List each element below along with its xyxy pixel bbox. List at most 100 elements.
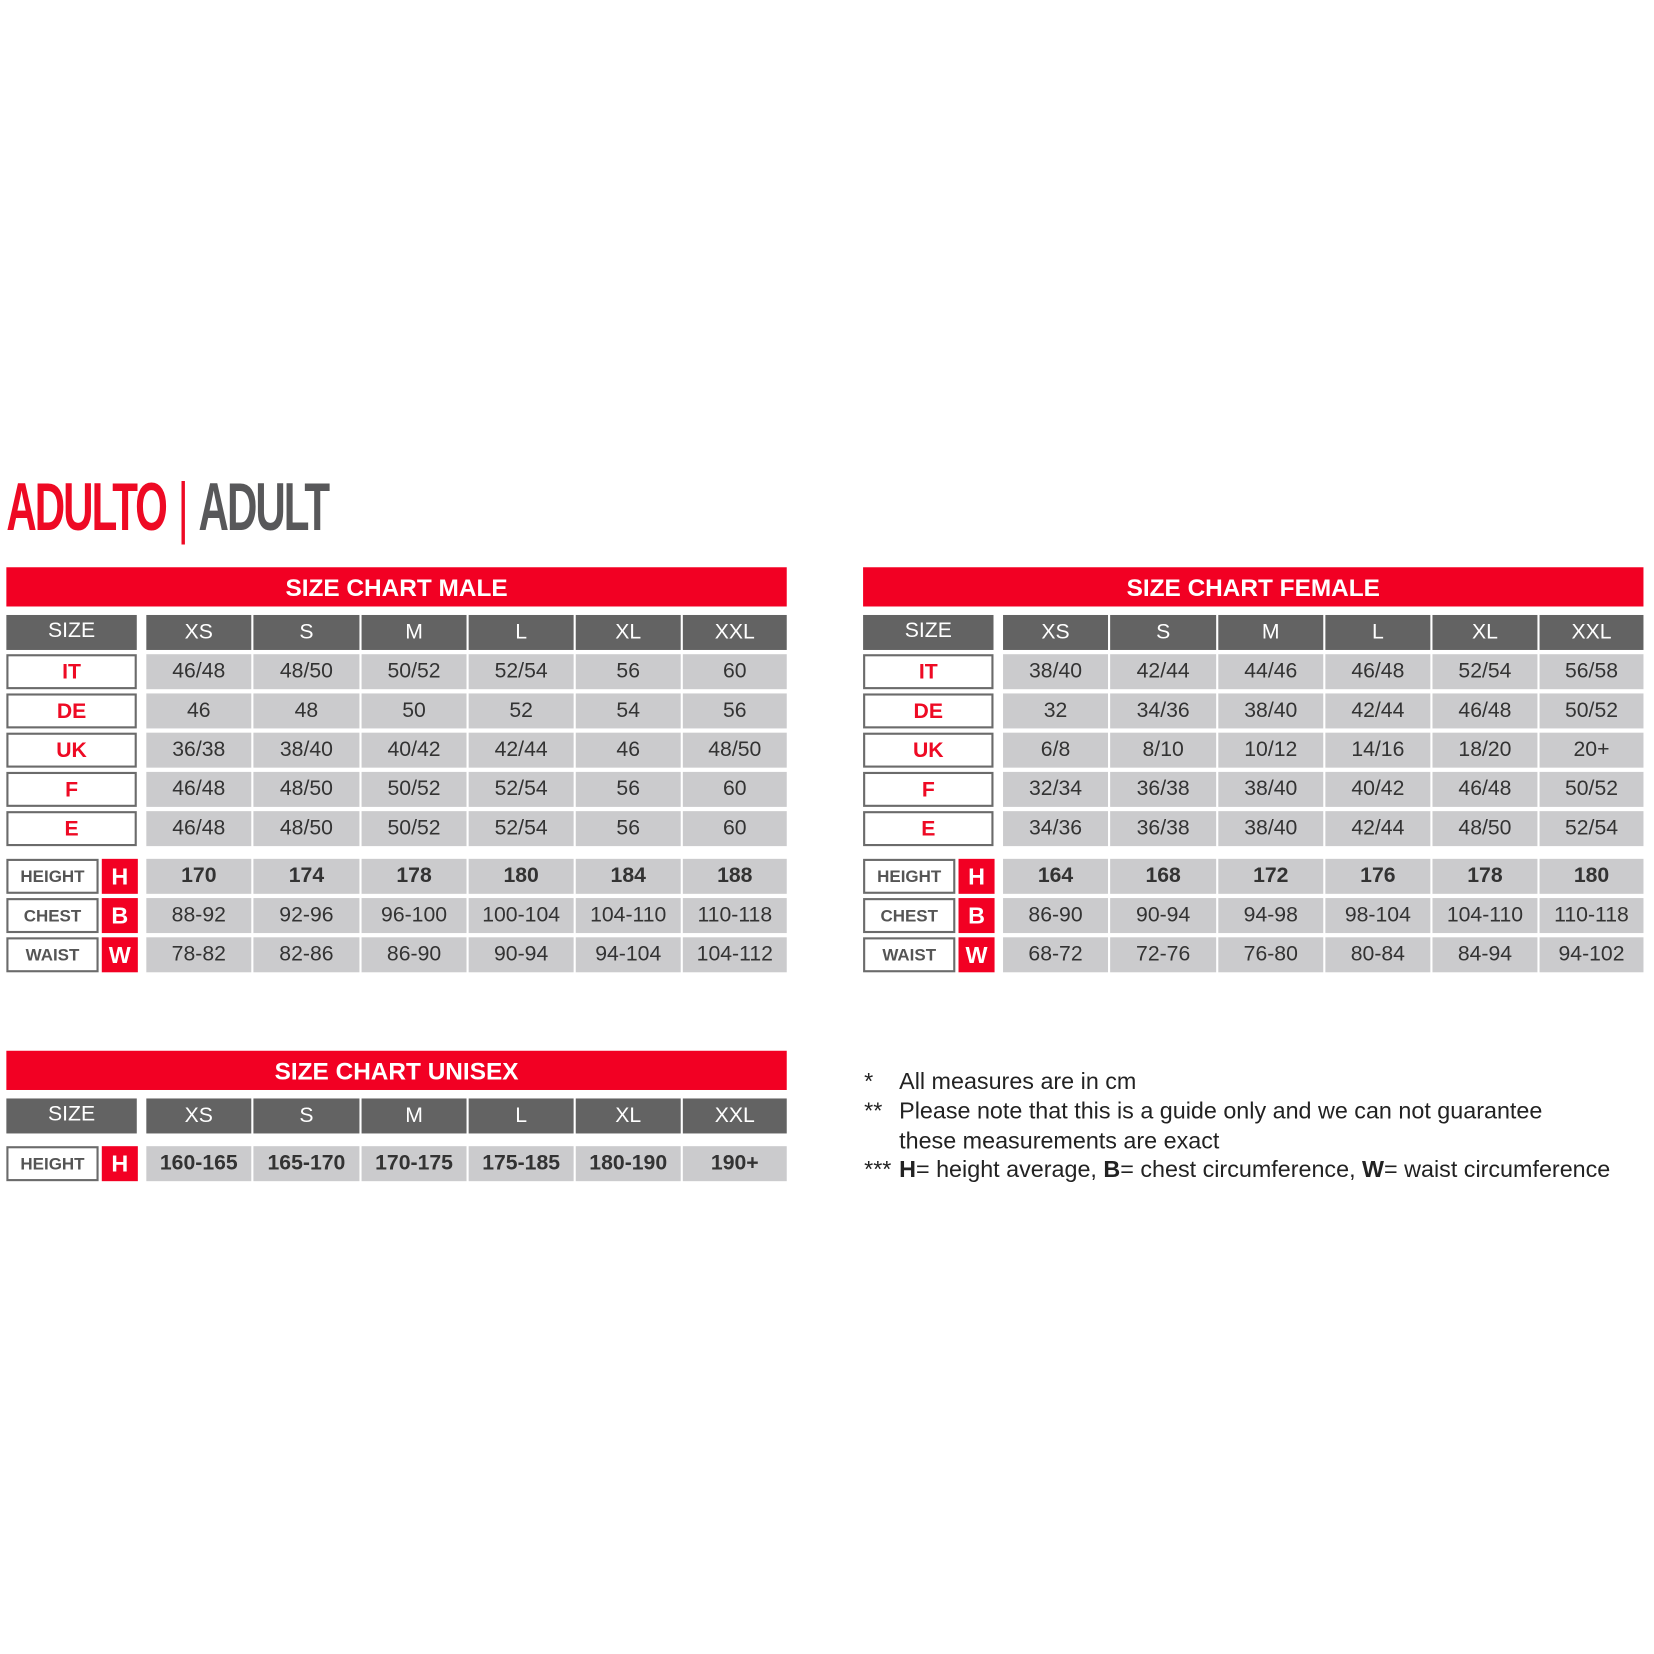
footnote-marker: ** (864, 1097, 883, 1124)
measure-value-cell: 168 (1110, 858, 1217, 894)
country-label: E (6, 811, 137, 847)
size-column-header: M (361, 614, 467, 650)
measure-value-cell: 175-185 (468, 1146, 574, 1182)
measure-code-badge: H (101, 1146, 138, 1182)
size-value-cell: 46/48 (146, 811, 252, 847)
measure-value-cell: 104-112 (682, 937, 787, 973)
size-value-cell: 38/40 (1003, 654, 1109, 690)
measure-value-cell: 86-90 (1003, 898, 1109, 934)
country-label: UK (6, 732, 137, 768)
measure-code-badge: B (958, 898, 995, 934)
measure-value-cell: 160-165 (146, 1146, 252, 1182)
measure-code-badge: B (101, 898, 138, 934)
size-value-cell: 36/38 (146, 732, 252, 768)
size-value-cell: 46/48 (146, 654, 252, 690)
size-value-cell: 38/40 (1218, 811, 1324, 847)
size-column-header: XS (146, 614, 252, 650)
measure-value-cell: 98-104 (1325, 898, 1431, 934)
footnote: these measurements are exact (864, 1126, 1610, 1156)
size-column-header: XS (146, 1098, 252, 1134)
size-value-cell: 34/36 (1003, 811, 1109, 847)
size-value-cell: 14/16 (1325, 732, 1431, 768)
conversion-row-it: IT 38/40 42/44 44/46 46/48 52/54 56/58 (863, 654, 1644, 690)
size-value-cell: 46 (575, 732, 681, 768)
size-value-cell: 8/10 (1110, 732, 1217, 768)
size-column-header: S (253, 1098, 360, 1134)
measure-row-waist: WAIST W 78-82 82-86 86-90 90-94 94-104 104-112 (6, 937, 787, 973)
size-value-cell: 48 (253, 693, 360, 729)
size-value-cell: 56 (575, 771, 681, 807)
measure-value-cell: 72-76 (1110, 937, 1217, 973)
measure-row-height: HEIGHT H 164 168 172 176 178 180 (863, 858, 1644, 894)
size-column-header: L (1325, 614, 1431, 650)
measure-value-cell: 84-94 (1432, 937, 1538, 973)
size-value-cell: 48/50 (253, 771, 360, 807)
size-value-cell: 40/42 (361, 732, 467, 768)
country-label: DE (863, 693, 994, 729)
size-value-cell: 46/48 (146, 771, 252, 807)
measure-value-cell: 100-104 (468, 898, 574, 934)
size-value-cell: 54 (575, 693, 681, 729)
size-column-header: S (253, 614, 360, 650)
size-value-cell: 38/40 (1218, 771, 1324, 807)
size-label: SIZE (6, 1098, 137, 1134)
country-label: F (6, 771, 137, 807)
conversion-row-f: F 32/34 36/38 38/40 40/42 46/48 50/52 (863, 771, 1644, 807)
size-value-cell: 60 (682, 811, 787, 847)
measure-value-cell: 94-104 (575, 937, 681, 973)
size-value-cell: 46/48 (1432, 693, 1538, 729)
conversion-row-f: F 46/48 48/50 50/52 52/54 56 60 (6, 771, 787, 807)
conversion-row-uk: UK 36/38 38/40 40/42 42/44 46 48/50 (6, 732, 787, 768)
measure-value-cell: 86-90 (361, 937, 467, 973)
size-value-cell: 42/44 (1325, 811, 1431, 847)
footnote-text: these measurements are exact (899, 1127, 1220, 1154)
measure-value-cell: 170 (146, 858, 252, 894)
title-separator: | (177, 468, 189, 545)
size-value-cell: 60 (682, 771, 787, 807)
measure-value-cell: 178 (1432, 858, 1538, 894)
measure-code-badge: H (101, 858, 138, 894)
size-value-cell: 48/50 (682, 732, 787, 768)
footnote-text: All measures are in cm (899, 1067, 1137, 1095)
measure-code-badge: H (958, 858, 995, 894)
size-value-cell: 52/54 (468, 654, 574, 690)
country-label: UK (863, 732, 994, 768)
size-value-cell: 52 (468, 693, 574, 729)
size-value-cell: 50/52 (1539, 771, 1644, 807)
size-label: SIZE (6, 614, 137, 650)
size-value-cell: 40/42 (1325, 771, 1431, 807)
size-value-cell: 10/12 (1218, 732, 1324, 768)
measure-label: WAIST (6, 937, 99, 973)
title-english: ADULT (198, 468, 331, 545)
size-column-header: XL (575, 1098, 681, 1134)
country-label: DE (6, 693, 137, 729)
title-italian: ADULTO (6, 468, 168, 545)
size-value-cell: 46/48 (1325, 654, 1431, 690)
conversion-row-de: DE 32 34/36 38/40 42/44 46/48 50/52 (863, 693, 1644, 729)
size-value-cell: 60 (682, 654, 787, 690)
country-label: E (863, 811, 994, 847)
measure-code-badge: W (101, 937, 138, 973)
measure-value-cell: 76-80 (1218, 937, 1324, 973)
country-label: IT (863, 654, 994, 690)
size-column-header: XS (1003, 614, 1109, 650)
legend-b: B (1103, 1155, 1121, 1183)
size-value-cell: 46 (146, 693, 252, 729)
measure-row-chest: CHEST B 88-92 92-96 96-100 100-104 104-110 110-… (6, 898, 787, 934)
measure-label: HEIGHT (6, 1146, 99, 1182)
measure-value-cell: 164 (1003, 858, 1109, 894)
measure-label: HEIGHT (6, 858, 99, 894)
size-value-cell: 42/44 (468, 732, 574, 768)
size-value-cell: 52/54 (468, 811, 574, 847)
measure-value-cell: 178 (361, 858, 467, 894)
conversion-row-e: E 46/48 48/50 50/52 52/54 56 60 (6, 811, 787, 847)
measure-value-cell: 188 (682, 858, 787, 894)
legend-h-text: = height average, (915, 1155, 1104, 1183)
size-value-cell: 50/52 (361, 654, 467, 690)
size-value-cell: 36/38 (1110, 771, 1217, 807)
size-value-cell: 50/52 (1539, 693, 1644, 729)
measure-value-cell: 110-118 (1539, 898, 1644, 934)
size-value-cell: 32 (1003, 693, 1109, 729)
measure-row-height: HEIGHT H 160-165 165-170 170-175 175-185 180-1… (6, 1146, 787, 1182)
size-value-cell: 46/48 (1432, 771, 1538, 807)
